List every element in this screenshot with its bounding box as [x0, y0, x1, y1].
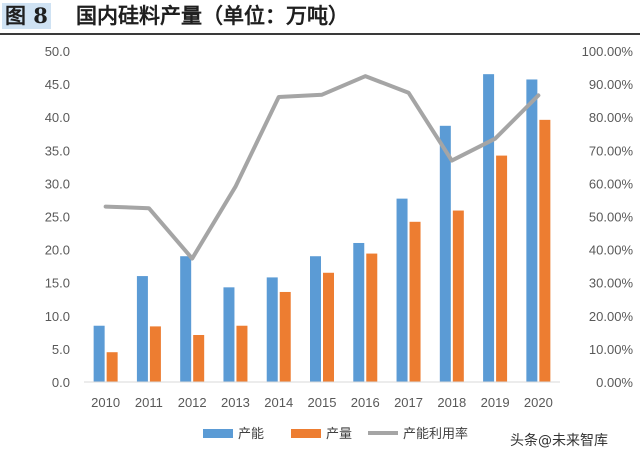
x-tick-label: 2017: [394, 395, 423, 410]
y-left-tick-label: 40.0: [45, 110, 70, 125]
output-bar: [452, 210, 464, 382]
chart: 0.0 5.0 10.0 15.0 20.0 25.0 30.0 35.0 40.0 45.0 50…: [45, 44, 634, 442]
y-left-tick-label: 45.0: [45, 77, 70, 92]
output-bar: [279, 291, 291, 382]
legend: 产能 产量 产能利用率: [203, 426, 468, 442]
output-bar: [193, 334, 205, 382]
legend-output-swatch: [291, 429, 321, 438]
x-tick-label: 2013: [221, 395, 250, 410]
legend-capacity-swatch: [203, 429, 233, 438]
y-right-tick-label: 70.00%: [589, 143, 634, 158]
y-right-tick-label: 80.00%: [589, 110, 634, 125]
y-right-tick-label: 60.00%: [589, 176, 634, 191]
y-right-tick-label: 20.00%: [589, 309, 634, 324]
capacity-bar: [223, 287, 235, 382]
y-left-tick-label: 0.0: [52, 375, 70, 390]
x-axis: 2010 2011 2012 2013 2014 2015 2016 2017 2018 2019…: [91, 395, 553, 410]
y-left-tick-label: 20.0: [45, 243, 70, 258]
capacity-bar: [353, 242, 365, 382]
x-tick-label: 2018: [437, 395, 466, 410]
y-right-tick-label: 0.00%: [596, 375, 633, 390]
y-left-tick-label: 5.0: [52, 342, 70, 357]
capacity-bar: [396, 198, 408, 382]
y-right-tick-label: 40.00%: [589, 243, 634, 258]
output-bar: [496, 155, 508, 382]
title-row: 图 8 国内硅料产量（单位：万吨）: [0, 0, 640, 36]
y-left-tick-label: 50.0: [45, 44, 70, 59]
output-bar: [366, 253, 378, 382]
y-right-tick-label: 90.00%: [589, 77, 634, 92]
right-axis: 0.00% 10.00% 20.00% 30.00% 40.00% 50.00% 60.00…: [582, 44, 634, 390]
y-right-tick-label: 50.00%: [589, 210, 634, 225]
output-bar: [323, 272, 334, 382]
legend-utilization-label: 产能利用率: [403, 426, 468, 442]
utilization-line: [103, 74, 541, 261]
x-tick-label: 2020: [524, 395, 553, 410]
y-right-tick-label: 30.00%: [589, 276, 634, 291]
output-bar: [149, 326, 161, 382]
output-bar: [106, 352, 118, 382]
legend-output-label: 产量: [326, 427, 352, 442]
capacity-bar: [93, 325, 105, 382]
x-tick-label: 2012: [178, 395, 207, 410]
y-left-tick-label: 10.0: [45, 309, 70, 324]
x-tick-label: 2010: [91, 395, 120, 410]
x-tick-label: 2011: [135, 395, 163, 410]
y-left-tick-label: 25.0: [45, 210, 70, 225]
title-rule: [0, 33, 640, 35]
figure-label: 图 8: [2, 3, 51, 29]
capacity-bar: [483, 74, 495, 383]
figure-title: 国内硅料产量（单位：万吨）: [76, 3, 349, 28]
capacity-bar: [439, 125, 451, 382]
output-bar: [409, 221, 421, 382]
x-tick-label: 2016: [351, 395, 380, 410]
output-bar: [539, 119, 551, 383]
y-right-tick-label: 10.00%: [589, 342, 634, 357]
capacity-bar: [136, 276, 148, 382]
capacity-bar: [266, 277, 278, 382]
bar-series: [93, 74, 551, 383]
watermark: 头条@未来智库: [510, 433, 608, 449]
capacity-bar: [180, 256, 192, 382]
left-axis: 0.0 5.0 10.0 15.0 20.0 25.0 30.0 35.0 40.0 45.0 50…: [45, 44, 70, 390]
x-tick-label: 2019: [481, 395, 510, 410]
capacity-bar: [526, 79, 538, 382]
output-bar: [236, 325, 248, 382]
legend-capacity-label: 产能: [238, 427, 264, 442]
x-tick-label: 2015: [308, 395, 337, 410]
line-series: [103, 74, 541, 261]
y-right-tick-label: 100.00%: [582, 44, 634, 59]
y-left-tick-label: 30.0: [45, 176, 70, 191]
x-tick-label: 2014: [264, 395, 293, 410]
capacity-bar: [310, 256, 321, 382]
y-left-tick-label: 35.0: [45, 143, 70, 158]
y-left-tick-label: 15.0: [45, 276, 70, 291]
